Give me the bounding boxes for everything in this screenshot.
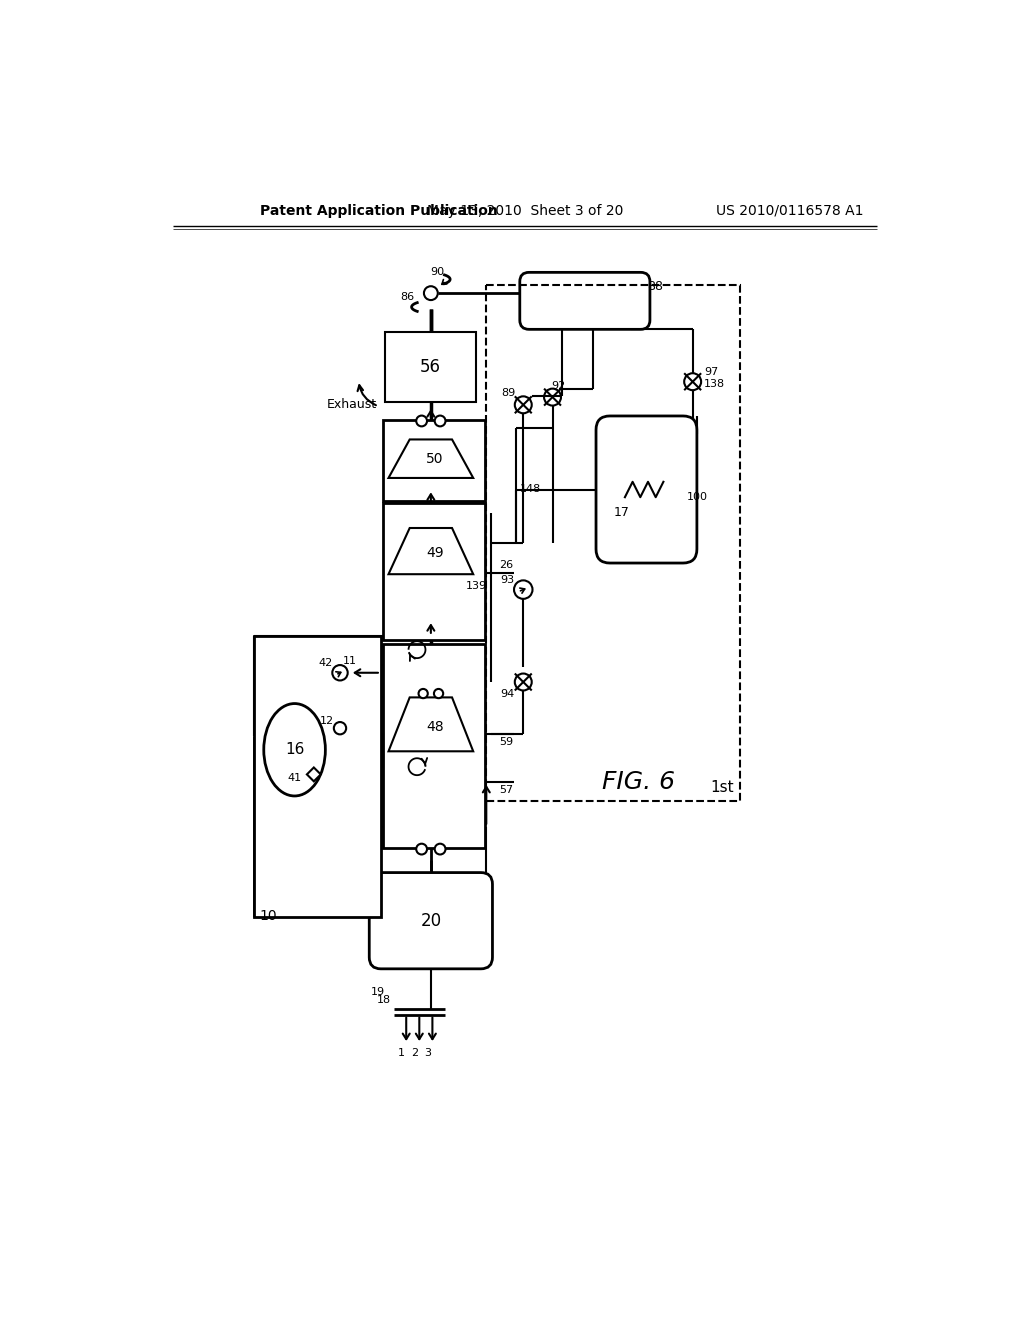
Bar bbox=[383, 503, 484, 640]
Text: 12: 12 bbox=[319, 715, 334, 726]
Text: 26: 26 bbox=[500, 560, 513, 570]
Text: Exhaust: Exhaust bbox=[327, 399, 377, 412]
FancyBboxPatch shape bbox=[520, 272, 650, 330]
Polygon shape bbox=[388, 528, 473, 574]
Text: US 2010/0116578 A1: US 2010/0116578 A1 bbox=[716, 203, 863, 218]
Ellipse shape bbox=[264, 704, 326, 796]
Text: 20: 20 bbox=[420, 912, 441, 929]
Text: 1: 1 bbox=[398, 1048, 406, 1059]
Ellipse shape bbox=[416, 843, 427, 854]
FancyBboxPatch shape bbox=[596, 416, 697, 564]
Text: 49: 49 bbox=[426, 545, 443, 560]
Text: 16: 16 bbox=[285, 742, 304, 758]
Text: 90: 90 bbox=[430, 267, 444, 277]
Ellipse shape bbox=[334, 722, 346, 734]
Text: 59: 59 bbox=[500, 737, 513, 747]
Ellipse shape bbox=[434, 689, 443, 698]
Text: 139: 139 bbox=[466, 581, 487, 591]
Text: FIG. 6: FIG. 6 bbox=[602, 770, 675, 795]
Bar bbox=[361, 734, 383, 767]
Ellipse shape bbox=[435, 843, 445, 854]
Ellipse shape bbox=[419, 689, 428, 698]
Text: 17: 17 bbox=[613, 506, 630, 519]
Text: May 13, 2010  Sheet 3 of 20: May 13, 2010 Sheet 3 of 20 bbox=[427, 203, 623, 218]
Text: 94: 94 bbox=[500, 689, 514, 698]
Text: 19: 19 bbox=[371, 986, 385, 997]
Text: 50: 50 bbox=[426, 451, 443, 466]
Text: 10: 10 bbox=[260, 909, 278, 923]
Text: 138: 138 bbox=[705, 379, 725, 389]
Polygon shape bbox=[388, 697, 473, 751]
Bar bbox=[254, 636, 381, 917]
Text: 148: 148 bbox=[519, 484, 541, 495]
Text: 93: 93 bbox=[500, 576, 514, 585]
Text: 41: 41 bbox=[288, 774, 301, 783]
Text: 1st: 1st bbox=[711, 780, 734, 795]
Ellipse shape bbox=[416, 416, 427, 426]
Text: 89: 89 bbox=[502, 388, 515, 399]
Text: 3: 3 bbox=[424, 1048, 431, 1059]
Text: 100: 100 bbox=[687, 492, 708, 502]
Text: 18: 18 bbox=[377, 995, 391, 1005]
Bar bbox=[383, 644, 484, 847]
Bar bbox=[383, 420, 484, 502]
Ellipse shape bbox=[424, 286, 438, 300]
Text: 86: 86 bbox=[400, 292, 415, 302]
Ellipse shape bbox=[435, 416, 445, 426]
Text: Patent Application Publication: Patent Application Publication bbox=[260, 203, 498, 218]
Text: 2: 2 bbox=[411, 1048, 418, 1059]
Text: 56: 56 bbox=[420, 358, 440, 376]
Bar bbox=[385, 331, 475, 403]
Ellipse shape bbox=[333, 665, 348, 681]
Text: 57: 57 bbox=[500, 785, 513, 795]
FancyBboxPatch shape bbox=[370, 873, 493, 969]
Text: 97: 97 bbox=[705, 367, 719, 376]
Polygon shape bbox=[388, 440, 473, 478]
Ellipse shape bbox=[514, 581, 532, 599]
Bar bbox=[486, 285, 740, 801]
Text: 88: 88 bbox=[647, 280, 663, 293]
Text: 11: 11 bbox=[343, 656, 357, 667]
Text: 48: 48 bbox=[426, 719, 443, 734]
Text: 42: 42 bbox=[318, 657, 333, 668]
Text: 92: 92 bbox=[551, 380, 565, 391]
Polygon shape bbox=[307, 767, 321, 781]
